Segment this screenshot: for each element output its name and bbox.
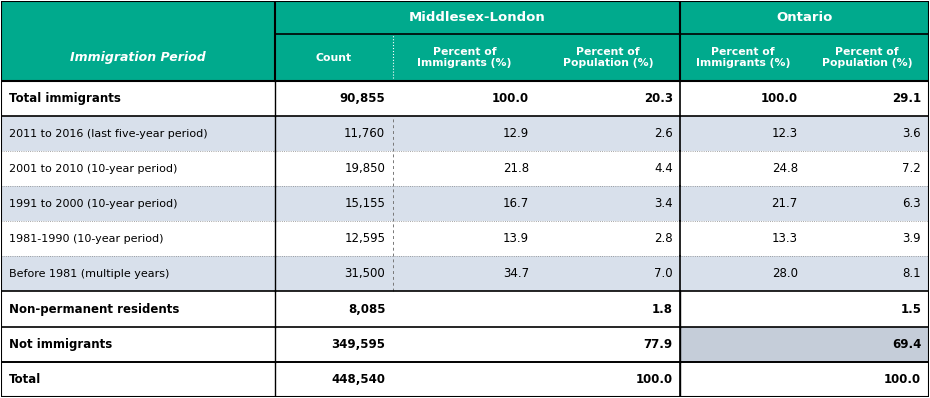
Bar [680,361,929,397]
Text: 13.9: 13.9 [503,232,529,246]
Bar [680,256,929,291]
Text: Count: Count [316,53,352,62]
Text: 13.3: 13.3 [772,232,798,246]
Text: 2.6: 2.6 [654,127,672,140]
Bar [1,291,680,326]
Text: 77.9: 77.9 [644,338,672,351]
Bar [1,186,680,221]
Text: 90,855: 90,855 [339,92,385,105]
Text: 16.7: 16.7 [503,197,529,211]
Bar [1,1,929,81]
Text: 1.8: 1.8 [652,302,672,316]
Bar [1,221,680,256]
Text: Not immigrants: Not immigrants [8,338,112,351]
Text: 4.4: 4.4 [654,162,672,176]
Bar [1,361,680,397]
Text: 21.8: 21.8 [503,162,529,176]
Text: 7.0: 7.0 [654,267,672,281]
Text: 11,760: 11,760 [344,127,385,140]
Text: 100.0: 100.0 [492,92,529,105]
Text: 448,540: 448,540 [331,373,385,386]
Text: 6.3: 6.3 [903,197,922,211]
Bar [1,116,680,151]
Text: 1.5: 1.5 [900,302,922,316]
Bar [1,81,680,116]
Bar [680,186,929,221]
Text: Total: Total [8,373,41,386]
Text: 31,500: 31,500 [344,267,385,281]
Text: Percent of
Immigrants (%): Percent of Immigrants (%) [696,47,790,68]
Text: Ontario: Ontario [777,11,832,24]
Text: 21.7: 21.7 [772,197,798,211]
Text: 3.4: 3.4 [654,197,672,211]
Bar [680,291,929,326]
Text: 15,155: 15,155 [344,197,385,211]
Text: 3.9: 3.9 [903,232,922,246]
Text: 24.8: 24.8 [772,162,798,176]
Text: 34.7: 34.7 [503,267,529,281]
Text: Total immigrants: Total immigrants [8,92,121,105]
Text: 8,085: 8,085 [348,302,385,316]
Text: 29.1: 29.1 [892,92,922,105]
Text: 69.4: 69.4 [892,338,922,351]
Bar [1,256,680,291]
Text: 20.3: 20.3 [644,92,672,105]
Text: Percent of
Immigrants (%): Percent of Immigrants (%) [418,47,512,68]
Bar [1,151,680,186]
Text: 12.3: 12.3 [772,127,798,140]
Bar [680,221,929,256]
Text: 2.8: 2.8 [654,232,672,246]
Bar [680,151,929,186]
Text: Percent of
Population (%): Percent of Population (%) [822,47,912,68]
Text: 1991 to 2000 (10-year period): 1991 to 2000 (10-year period) [8,199,178,209]
Text: Immigration Period: Immigration Period [71,51,206,64]
Text: 28.0: 28.0 [772,267,798,281]
Text: 19,850: 19,850 [344,162,385,176]
Text: 349,595: 349,595 [331,338,385,351]
Text: 2011 to 2016 (last five-year period): 2011 to 2016 (last five-year period) [8,129,207,139]
Text: Non-permanent residents: Non-permanent residents [8,302,179,316]
Bar [680,81,929,116]
Text: 12,595: 12,595 [344,232,385,246]
Text: 1981-1990 (10-year period): 1981-1990 (10-year period) [8,234,164,244]
Bar [1,326,680,361]
Bar [680,326,929,361]
Text: Percent of
Population (%): Percent of Population (%) [563,47,654,68]
Text: 7.2: 7.2 [902,162,922,176]
Text: 12.9: 12.9 [503,127,529,140]
Text: 100.0: 100.0 [761,92,798,105]
Text: 8.1: 8.1 [903,267,922,281]
Text: 100.0: 100.0 [884,373,922,386]
Bar [680,116,929,151]
Text: 2001 to 2010 (10-year period): 2001 to 2010 (10-year period) [8,164,178,174]
Text: 3.6: 3.6 [903,127,922,140]
Text: Middlesex-London: Middlesex-London [409,11,546,24]
Text: 100.0: 100.0 [635,373,672,386]
Text: Before 1981 (multiple years): Before 1981 (multiple years) [8,269,169,279]
